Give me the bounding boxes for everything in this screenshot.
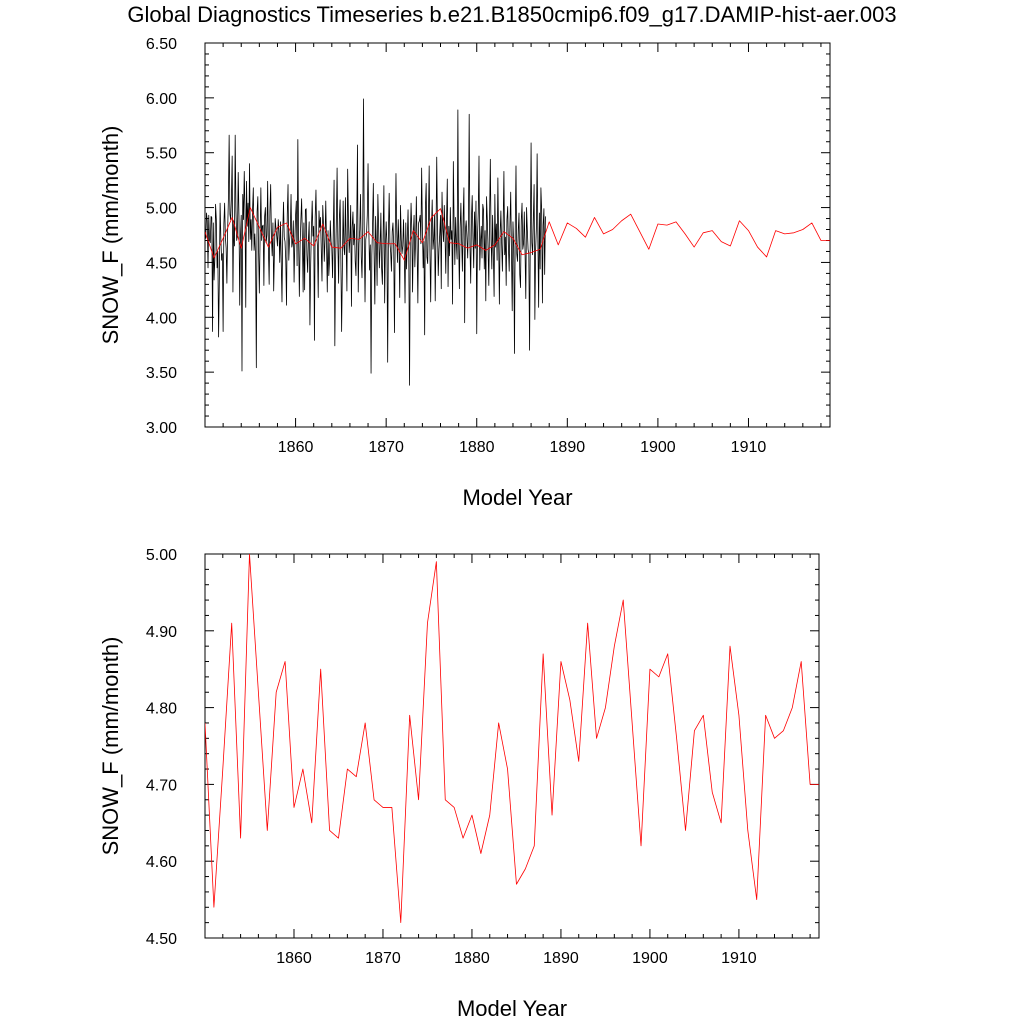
x-tick-label: 1890 [550, 439, 586, 456]
x-tick-label: 1870 [368, 439, 404, 456]
y-tick-label: 4.90 [146, 624, 177, 641]
y-axis-label: SNOW_F (mm/month) [98, 637, 123, 856]
y-tick-label: 4.60 [146, 854, 177, 871]
y-tick-label: 5.00 [146, 201, 177, 218]
top-panel: 1860 1870 1880 1890 1900 1910 3.00 3.50 4.00 4.50… [98, 36, 831, 510]
y-tick-label: 3.50 [146, 365, 177, 382]
y-tick-label: 6.50 [146, 36, 177, 53]
chart-title: Global Diagnostics Timeseries b.e21.B185… [127, 2, 896, 27]
x-tick-label: 1890 [543, 950, 579, 967]
y-tick-label: 5.00 [146, 547, 177, 564]
x-axis-label: Model Year [457, 996, 567, 1021]
y-tick-label: 4.80 [146, 701, 177, 718]
series-line-annual [205, 207, 830, 261]
series-line-annual [205, 554, 819, 924]
plot-frame [204, 553, 820, 939]
x-tick-label: 1900 [632, 950, 668, 967]
y-tick-label: 4.70 [146, 777, 177, 794]
y-axis-label: SNOW_F (mm/month) [98, 126, 123, 345]
y-tick-label: 5.50 [146, 146, 177, 163]
x-tick-label: 1880 [459, 439, 495, 456]
y-tick-label: 6.00 [146, 91, 177, 108]
y-tick-label: 4.00 [146, 310, 177, 327]
plot-frame [204, 42, 831, 428]
x-tick-label: 1870 [365, 950, 401, 967]
y-tick-label: 4.50 [146, 255, 177, 272]
bottom-panel: 1860 1870 1880 1890 1900 1910 4.50 4.60 4.70 4.80… [98, 547, 820, 1021]
y-tick-label: 3.00 [146, 420, 177, 437]
x-tick-label: 1860 [278, 439, 314, 456]
x-tick-label: 1880 [454, 950, 490, 967]
series-line-monthly [205, 98, 546, 386]
x-tick-label: 1910 [721, 950, 757, 967]
x-tick-label: 1900 [640, 439, 676, 456]
x-tick-label: 1860 [276, 950, 312, 967]
x-tick-label: 1910 [731, 439, 767, 456]
x-axis-label: Model Year [462, 485, 572, 510]
y-tick-label: 4.50 [146, 931, 177, 948]
